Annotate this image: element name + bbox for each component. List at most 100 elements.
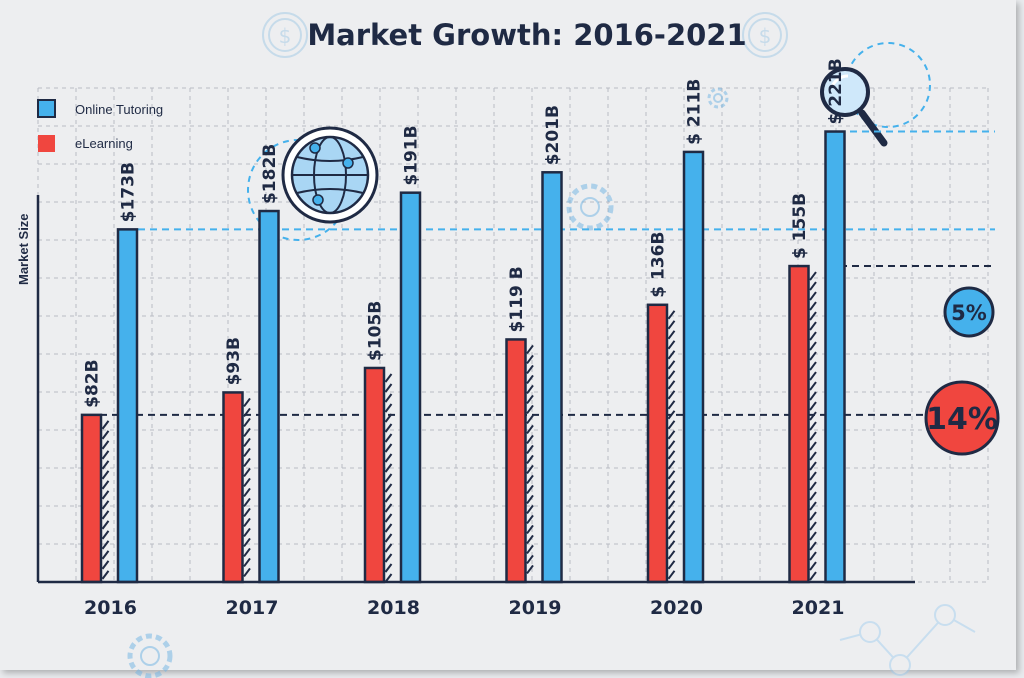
bar-hatch [384, 523, 393, 533]
bar-hatch [526, 514, 534, 525]
data-labels: $82B $173B $93B $182B $105B $191B $119 B $201B $… [83, 58, 847, 408]
bar-hatch [809, 521, 817, 531]
bar-hatch [384, 393, 393, 403]
y-axis-label: Market Size [16, 213, 31, 285]
bar-hatch [384, 463, 393, 473]
x-tick-2021: 2021 [792, 597, 845, 619]
bar-hatch [667, 480, 676, 490]
bar-hatch [809, 341, 817, 351]
growth-badge-online-tutoring-text: 5% [951, 301, 987, 325]
bar-hatch [243, 567, 251, 578]
bar-hatch [809, 381, 817, 391]
bar-hatch [809, 321, 817, 331]
bar-hatch [384, 573, 393, 583]
bar-hatch [809, 291, 817, 301]
legend-swatch-online-tutoring [37, 99, 56, 118]
bar-hatch [667, 400, 676, 410]
bar-hatch [526, 414, 534, 425]
data-label-elearning-2021: $ 155B [790, 193, 810, 259]
bars [80, 130, 846, 584]
bar-hatch [384, 513, 393, 523]
bar-hatch [667, 420, 676, 430]
growth-badge-online-tutoring: 5% [943, 286, 995, 338]
bar-hatch [809, 511, 817, 521]
bar-elearning-2018 [363, 366, 386, 584]
bar-hatch [384, 433, 393, 443]
bar-hatch [101, 470, 110, 480]
bar-elearning-2019 [505, 338, 527, 584]
bar-hatch [101, 550, 110, 560]
globe-icon [247, 126, 379, 241]
bar-hatch [809, 351, 817, 361]
bar-hatch [243, 447, 251, 458]
data-label-elearning-2019: $119 B [507, 266, 527, 332]
bar-hatch [809, 551, 817, 561]
bar-hatch [384, 373, 393, 383]
bar-hatch [101, 570, 110, 580]
data-label-elearning-2020: $ 136B [649, 232, 669, 298]
bar-hatch [667, 560, 676, 570]
data-label-online-tutoring-2021: $ 221B [826, 58, 846, 124]
bar-hatch [101, 560, 110, 570]
bar-hatch [243, 537, 251, 548]
magnifier-icon [820, 42, 931, 147]
legend-swatch-elearning [38, 135, 55, 152]
bar-hatch [243, 427, 251, 438]
data-label-online-tutoring-2016: $173B [119, 162, 139, 222]
bar-hatch [101, 510, 110, 520]
bar-hatch [526, 544, 534, 555]
bar-hatch [667, 380, 676, 390]
dollar-coin-icon: $ [742, 12, 788, 58]
bar-hatch [243, 397, 251, 408]
bar-hatch [809, 481, 817, 491]
bar-hatch [667, 510, 676, 520]
bar-hatch [667, 470, 676, 480]
bar-hatch [667, 320, 676, 330]
bar-hatch [526, 474, 534, 485]
bar-hatch [667, 460, 676, 470]
bar-hatch [809, 531, 817, 541]
bar-online-tutoring-2016 [116, 228, 139, 584]
bar-hatch [809, 331, 817, 341]
bar-hatch [384, 483, 393, 493]
bar-hatch [526, 564, 534, 575]
bar-hatch [526, 444, 534, 455]
dollar-coin-icon: $ [262, 12, 308, 58]
chart-title: Market Growth: 2016-2021 [307, 18, 746, 52]
bar-hatch [526, 494, 534, 505]
bar-hatch [243, 547, 251, 558]
bar-hatch [384, 563, 393, 573]
gear-icon [707, 87, 729, 109]
bar-hatch [809, 371, 817, 381]
bar-hatch [667, 310, 676, 320]
bar-online-tutoring-2017 [258, 209, 280, 584]
bar-hatch [243, 467, 251, 478]
bar-online-tutoring-2018 [399, 191, 422, 584]
bar-hatch [384, 413, 393, 423]
bar-online-tutoring-2021 [824, 130, 846, 584]
bar-hatch [809, 471, 817, 481]
bar-hatch [526, 384, 534, 395]
bar-hatch [243, 557, 251, 568]
data-label-online-tutoring-2018: $191B [402, 125, 422, 185]
bar-hatch [101, 420, 110, 430]
bar-hatch [809, 391, 817, 401]
svg-text:$: $ [759, 24, 772, 48]
bar-hatch [243, 437, 251, 448]
bar-elearning-2017 [222, 391, 244, 584]
bar-hatch [526, 464, 534, 475]
bar-hatch [809, 311, 817, 321]
bar-hatch [809, 461, 817, 471]
bar-hatch [667, 550, 676, 560]
bar-hatch [243, 487, 251, 498]
bar-hatch [101, 540, 110, 550]
bar-hatch [809, 281, 817, 291]
bar-hatch [526, 554, 534, 565]
bar-hatch [667, 440, 676, 450]
bar-hatch [384, 453, 393, 463]
bar-hatch [667, 430, 676, 440]
bar-hatch [101, 520, 110, 530]
x-tick-labels: 2016 2017 2018 2019 2020 2021 [84, 597, 844, 619]
bar-hatch [667, 570, 676, 580]
bar-hatch [809, 561, 817, 571]
